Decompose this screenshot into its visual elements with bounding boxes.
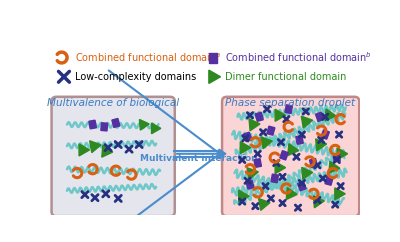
Polygon shape [240, 142, 251, 154]
Bar [310, 159, 318, 167]
Bar [255, 112, 263, 121]
FancyBboxPatch shape [52, 97, 175, 216]
Polygon shape [152, 123, 161, 134]
Polygon shape [261, 137, 272, 149]
Polygon shape [275, 109, 286, 121]
Bar [280, 151, 288, 160]
Polygon shape [301, 116, 313, 128]
Bar [243, 132, 252, 142]
Polygon shape [102, 145, 113, 157]
Text: Combined functional domain$^b$: Combined functional domain$^b$ [225, 51, 372, 64]
Polygon shape [302, 167, 313, 179]
Bar [285, 105, 292, 113]
Text: Low-complexity domains: Low-complexity domains [75, 72, 196, 82]
Polygon shape [337, 148, 348, 160]
Bar [89, 120, 96, 129]
Polygon shape [209, 70, 220, 83]
Polygon shape [335, 188, 345, 200]
Text: Combined functional domain$^a$: Combined functional domain$^a$ [75, 51, 221, 64]
Polygon shape [288, 144, 299, 156]
Bar [298, 182, 306, 191]
Polygon shape [259, 198, 270, 210]
Bar [267, 126, 275, 135]
Text: Phase separation droplet: Phase separation droplet [225, 98, 355, 108]
Polygon shape [79, 144, 90, 156]
Bar [316, 112, 324, 121]
Polygon shape [90, 141, 101, 153]
Polygon shape [329, 161, 340, 173]
Polygon shape [286, 188, 297, 199]
Polygon shape [140, 120, 149, 130]
Polygon shape [239, 190, 249, 202]
Polygon shape [313, 196, 324, 208]
Text: Multivalent interaction: Multivalent interaction [140, 154, 258, 163]
Bar [325, 176, 333, 185]
Polygon shape [247, 168, 258, 180]
Polygon shape [219, 149, 226, 159]
Bar [254, 159, 262, 167]
FancyArrowPatch shape [109, 70, 220, 237]
Bar [101, 123, 108, 131]
Bar [321, 130, 329, 139]
Bar [246, 180, 254, 189]
Bar [112, 119, 120, 128]
Bar [209, 53, 217, 62]
Polygon shape [316, 139, 327, 151]
Bar [333, 153, 340, 162]
Bar [296, 136, 303, 144]
FancyBboxPatch shape [222, 97, 359, 216]
Text: Multivalence of biological: Multivalence of biological [48, 98, 180, 108]
Polygon shape [275, 162, 286, 174]
Polygon shape [325, 109, 336, 121]
Polygon shape [249, 119, 260, 131]
Bar [271, 174, 278, 183]
Text: Dimer functional domain: Dimer functional domain [225, 72, 346, 82]
